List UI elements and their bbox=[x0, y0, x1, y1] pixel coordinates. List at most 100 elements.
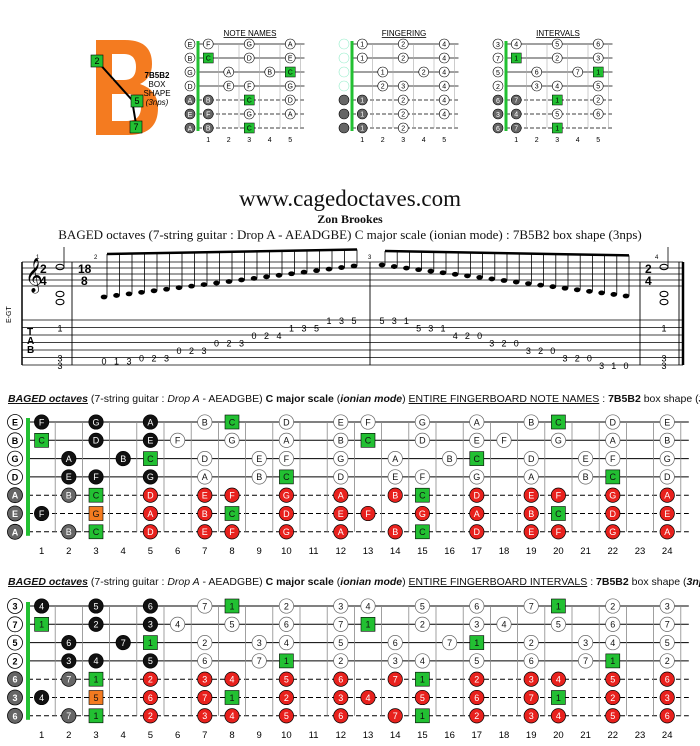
mini-open-dot bbox=[184, 52, 196, 64]
note-label: E bbox=[528, 491, 534, 501]
tab-number: 1 bbox=[661, 324, 666, 334]
note-marker bbox=[278, 414, 294, 430]
fret-number: 8 bbox=[229, 546, 234, 557]
note-marker bbox=[551, 598, 566, 614]
note-label: G bbox=[228, 436, 235, 446]
note-marker bbox=[34, 414, 50, 430]
note-marker bbox=[278, 524, 294, 540]
mini-note-label: 4 bbox=[514, 112, 518, 119]
note-marker bbox=[578, 469, 594, 485]
fret-number: 13 bbox=[363, 546, 374, 557]
note-marker bbox=[170, 432, 186, 448]
mini-note bbox=[397, 80, 409, 92]
mini-fret-number: 2 bbox=[535, 137, 539, 144]
note-label: 4 bbox=[610, 638, 615, 648]
title-part: 7B5B2 bbox=[596, 576, 629, 588]
fret-number: 16 bbox=[444, 546, 455, 557]
note-marker bbox=[333, 432, 349, 448]
logo-marker-label: 2 bbox=[94, 56, 99, 66]
tab-number: 3 bbox=[599, 361, 604, 371]
note-marker bbox=[251, 469, 267, 485]
note-marker bbox=[550, 671, 566, 687]
note-marker bbox=[360, 505, 376, 522]
mini-note-label: 4 bbox=[442, 84, 446, 91]
note-marker bbox=[333, 598, 349, 614]
mini-open-dot bbox=[338, 66, 350, 78]
beam bbox=[384, 249, 630, 257]
note-marker bbox=[143, 451, 158, 466]
mini-diagram-title: INTERVALS bbox=[536, 29, 580, 38]
note-marker bbox=[224, 616, 240, 632]
tab-number: 5 bbox=[379, 316, 384, 326]
note-marker bbox=[34, 616, 49, 632]
note-label: 4 bbox=[229, 711, 234, 721]
note-marker bbox=[88, 616, 104, 632]
mini-note bbox=[356, 94, 368, 106]
note-marker bbox=[61, 469, 77, 485]
time-sig-top: 18 bbox=[78, 262, 92, 276]
note-marker bbox=[414, 653, 430, 669]
title-part: (7-string guitar : bbox=[87, 576, 168, 588]
note-label: A bbox=[664, 527, 670, 537]
mini-note bbox=[592, 94, 604, 106]
tab-number: 4 bbox=[276, 331, 281, 341]
note-label: F bbox=[365, 509, 371, 519]
note-label: F bbox=[610, 454, 616, 464]
mini-note-label: B bbox=[206, 98, 211, 105]
note-label: F bbox=[229, 527, 235, 537]
mini-note bbox=[593, 66, 604, 78]
note-marker bbox=[605, 689, 621, 706]
note-label: G bbox=[609, 527, 616, 537]
fret-number: 10 bbox=[281, 546, 292, 557]
note-marker bbox=[605, 451, 621, 467]
fret-number: 9 bbox=[257, 546, 262, 557]
mini-fret-number: 5 bbox=[442, 137, 446, 144]
mini-note bbox=[510, 108, 522, 120]
title-part: box shape ( bbox=[628, 576, 687, 588]
note-label: 3 bbox=[338, 601, 343, 611]
note-marker bbox=[523, 708, 539, 724]
note-label: 6 bbox=[474, 693, 479, 703]
note-label: B bbox=[202, 509, 208, 519]
note-marker bbox=[551, 506, 566, 521]
title-part: BAGED octaves bbox=[8, 393, 88, 405]
note-marker bbox=[142, 469, 158, 485]
mini-note-label: 5 bbox=[596, 84, 600, 91]
mini-note bbox=[438, 94, 450, 106]
note-marker bbox=[142, 689, 158, 706]
mini-note-label: 1 bbox=[360, 42, 364, 49]
mini-note-label: 2 bbox=[401, 42, 405, 49]
note-label: D bbox=[664, 472, 671, 482]
note-label: 7 bbox=[121, 638, 126, 648]
note-marker bbox=[61, 451, 77, 467]
note-label: 6 bbox=[665, 711, 670, 721]
note-label: B bbox=[66, 491, 72, 501]
mini-open-dot bbox=[184, 108, 196, 120]
note-marker bbox=[333, 505, 349, 522]
note-marker bbox=[469, 432, 485, 448]
mini-note-label: 2 bbox=[381, 84, 385, 91]
note-marker bbox=[360, 414, 376, 430]
note-label: D bbox=[283, 417, 290, 427]
mini-note bbox=[284, 80, 296, 92]
note-label: D bbox=[202, 454, 209, 464]
note-marker bbox=[170, 616, 186, 632]
note-head bbox=[288, 271, 295, 277]
mini-note bbox=[243, 38, 255, 50]
note-marker bbox=[523, 469, 539, 485]
note-marker bbox=[34, 432, 49, 448]
fret-number: 18 bbox=[499, 730, 510, 741]
logo-letter bbox=[96, 40, 158, 135]
note-label: G bbox=[147, 472, 154, 482]
mini-note bbox=[510, 122, 522, 134]
note-label: 6 bbox=[393, 638, 398, 648]
note-marker bbox=[278, 689, 294, 706]
title-part: ) bbox=[402, 393, 409, 405]
logo-marker-label: 5 bbox=[134, 96, 139, 106]
logo-caption: (3nps) bbox=[146, 98, 169, 107]
open-string-label: E bbox=[12, 509, 18, 519]
mini-note-label: 4 bbox=[442, 112, 446, 119]
mini-note bbox=[285, 66, 296, 78]
fret-number: 23 bbox=[635, 546, 646, 557]
fret-number: 11 bbox=[309, 730, 319, 741]
